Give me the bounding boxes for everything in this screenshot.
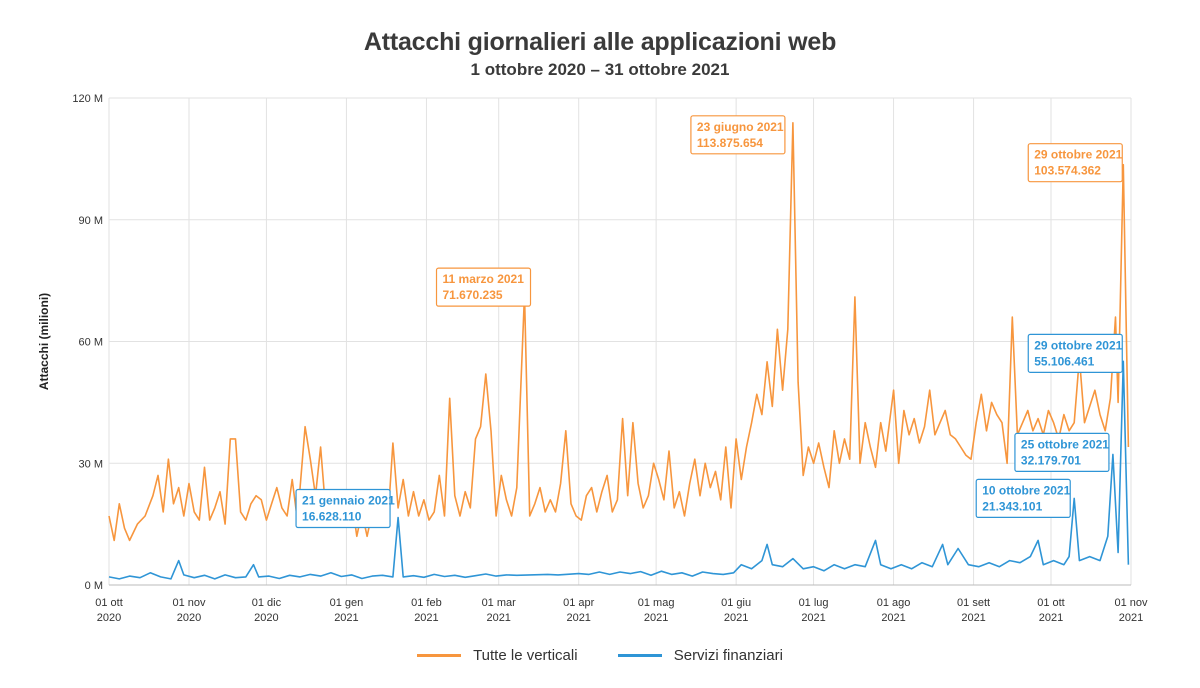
annotation-callout: 29 ottobre 2021 55.106.461 xyxy=(1027,333,1123,373)
annotation-value: 103.574.362 xyxy=(1034,164,1101,178)
x-tick-label: 01 feb xyxy=(411,597,442,609)
annotation-value: 21.343.101 xyxy=(982,499,1042,513)
annotation-box xyxy=(435,267,532,307)
annotation-value: 16.628.110 xyxy=(302,510,362,524)
x-tick-label: 01 nov xyxy=(172,597,206,609)
chart-subtitle: 1 ottobre 2020 – 31 ottobre 2021 xyxy=(470,60,730,79)
legend-label: Servizi finanziari xyxy=(673,647,783,664)
annotation-date: 25 ottobre 2021 xyxy=(1021,437,1109,451)
x-tick-label: 01 ott xyxy=(1037,597,1065,609)
y-axis-title: Attacchi (milioni) xyxy=(37,293,51,390)
x-tick-year: 2020 xyxy=(177,612,201,624)
annotation-date: 23 giugno 2021 xyxy=(697,120,784,134)
x-tick-year: 2021 xyxy=(1039,612,1063,624)
y-tick-label: 120 M xyxy=(72,93,103,105)
x-tick-year: 2020 xyxy=(97,612,121,624)
x-tick-label: 01 apr xyxy=(563,597,595,609)
x-tick-year: 2021 xyxy=(1119,612,1143,624)
x-tick-year: 2021 xyxy=(961,612,985,624)
annotation-callout: 10 ottobre 2021 21.343.101 xyxy=(975,478,1071,518)
annotation-box xyxy=(1014,432,1110,473)
x-tick-label: 01 sett xyxy=(957,597,990,609)
annotation-value: 113.875.654 xyxy=(697,136,763,150)
annotation-date: 11 marzo 2021 xyxy=(443,272,525,286)
legend-swatch-blue xyxy=(617,654,662,657)
annotation-callout: 25 ottobre 2021 32.179.701 xyxy=(1014,432,1110,473)
axes: 0 M 30 M 60 M 90 M 120 M 01 ott 2020 01 nov 2020… xyxy=(37,93,1148,624)
y-tick-label: 30 M xyxy=(79,458,103,470)
legend-swatch-orange xyxy=(417,654,462,657)
line-chart: 0 M 30 M 60 M 90 M 120 M 01 ott 2020 01 nov 2020… xyxy=(37,93,1148,624)
x-tick-label: 01 dic xyxy=(252,597,282,609)
legend-item-financial-services[interactable]: Servizi finanziari xyxy=(617,647,783,664)
annotations: 11 marzo 2021 71.670.235 23 giugno 2021 113… xyxy=(295,115,1123,529)
x-tick-label: 01 ott xyxy=(95,597,123,609)
annotation-date: 21 gennaio 2021 xyxy=(302,494,395,508)
annotation-callout: 29 ottobre 2021 103.574.362 xyxy=(1027,143,1123,183)
x-tick-label: 01 giu xyxy=(721,597,751,609)
series-line-1 xyxy=(108,360,1130,580)
legend-item-all-verticals[interactable]: Tutte le verticali xyxy=(417,647,578,664)
x-tick-year: 2021 xyxy=(334,612,358,624)
series-lines xyxy=(108,122,1130,580)
y-tick-label: 0 M xyxy=(85,580,103,592)
x-tick-label: 01 mag xyxy=(638,597,675,609)
x-tick-year: 2021 xyxy=(644,612,668,624)
series-line-0 xyxy=(108,122,1130,542)
x-tick-year: 2021 xyxy=(724,612,748,624)
x-tick-year: 2020 xyxy=(254,612,278,624)
annotation-box xyxy=(690,115,786,155)
x-tick-label: 01 mar xyxy=(482,597,517,609)
x-tick-year: 2021 xyxy=(566,612,590,624)
annotation-callout: 11 marzo 2021 71.670.235 xyxy=(435,267,532,307)
annotation-value: 55.106.461 xyxy=(1034,354,1094,368)
legend-label: Tutte le verticali xyxy=(473,647,578,664)
y-tick-label: 90 M xyxy=(79,215,103,227)
chart-title: Attacchi giornalieri alle applicazioni w… xyxy=(363,28,837,56)
annotation-date: 29 ottobre 2021 xyxy=(1034,148,1122,162)
annotation-date: 29 ottobre 2021 xyxy=(1034,338,1122,352)
annotation-date: 10 ottobre 2021 xyxy=(982,483,1070,497)
annotation-callout: 23 giugno 2021 113.875.654 xyxy=(690,115,786,155)
x-tick-label: 01 nov xyxy=(1114,597,1148,609)
annotation-value: 32.179.701 xyxy=(1021,453,1081,467)
annotation-callout: 21 gennaio 2021 16.628.110 xyxy=(295,488,395,529)
x-tick-label: 01 gen xyxy=(330,597,364,609)
y-tick-label: 60 M xyxy=(79,337,103,349)
annotation-box xyxy=(975,478,1071,518)
annotation-box xyxy=(1027,333,1123,373)
legend: Tutte le verticali Servizi finanziari xyxy=(0,644,1200,664)
x-tick-year: 2021 xyxy=(801,612,825,624)
x-tick-year: 2021 xyxy=(486,612,510,624)
annotation-value: 71.670.235 xyxy=(443,288,503,302)
x-tick-label: 01 lug xyxy=(799,597,829,609)
annotation-box xyxy=(1027,143,1123,183)
x-tick-year: 2021 xyxy=(414,612,438,624)
x-tick-year: 2021 xyxy=(881,612,905,624)
x-tick-label: 01 ago xyxy=(877,597,911,609)
annotation-box xyxy=(295,488,391,529)
